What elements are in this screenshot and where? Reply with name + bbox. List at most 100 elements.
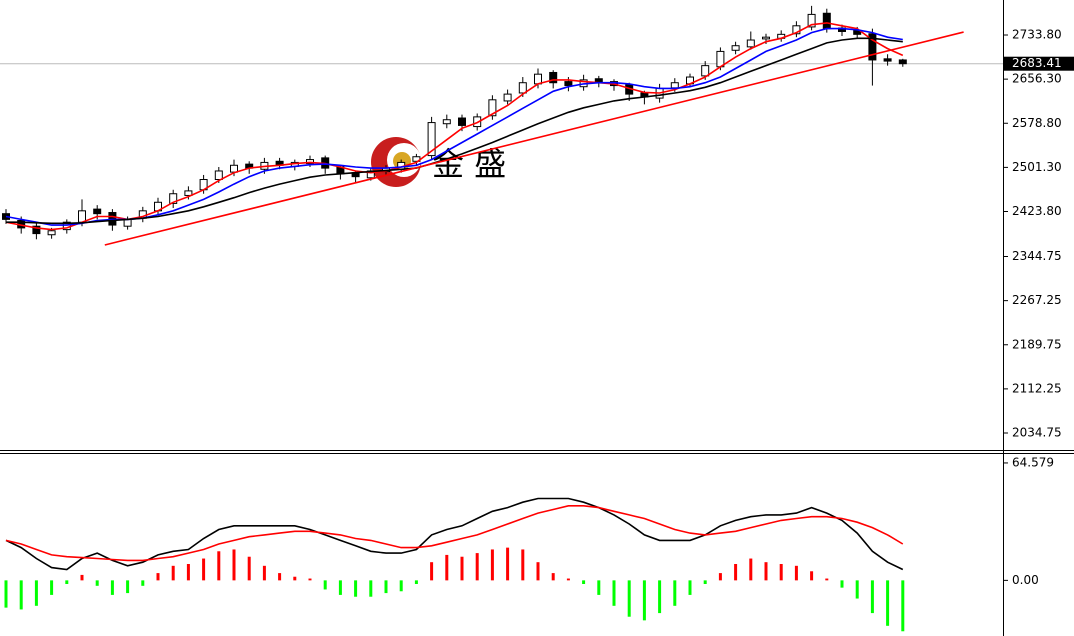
histogram-bar — [551, 573, 555, 581]
histogram-bar — [506, 547, 510, 581]
histogram-bar — [886, 580, 890, 626]
histogram-bar — [338, 580, 342, 595]
histogram-bar — [840, 580, 844, 588]
histogram-bar — [95, 580, 99, 586]
histogram-bar — [202, 558, 206, 581]
histogram-bar — [521, 549, 525, 581]
histogram-bar — [703, 580, 707, 584]
candle-body — [898, 59, 907, 65]
candle-body — [47, 230, 56, 236]
histogram-bar — [217, 551, 221, 581]
histogram-bar — [323, 580, 327, 590]
histogram-bar — [718, 573, 722, 581]
candle-body — [169, 193, 178, 204]
candle-body — [670, 82, 679, 89]
histogram-bar — [399, 580, 403, 592]
y-tick-label: 2578.80 — [1012, 116, 1062, 130]
histogram-bar — [734, 564, 738, 581]
histogram-bar — [34, 580, 38, 606]
candle-body — [564, 81, 573, 87]
histogram-bar — [414, 580, 418, 584]
histogram-bar — [110, 580, 114, 595]
y-tick-label: 2112.25 — [1012, 381, 1062, 395]
candle-body — [549, 71, 558, 84]
y-tick-label: 2733.80 — [1012, 28, 1062, 42]
y-tick-label: 2423.80 — [1012, 204, 1062, 218]
histogram-bar — [475, 553, 479, 581]
y-tick-label: 2034.75 — [1012, 426, 1062, 440]
histogram-bar — [262, 565, 266, 581]
current-price-label: 2683.41 — [1012, 56, 1062, 70]
histogram-bar — [4, 580, 8, 608]
current-price-box — [1004, 56, 1074, 71]
y-tick-label: 2344.75 — [1012, 249, 1062, 263]
candle-body — [883, 58, 892, 62]
candle-body — [701, 65, 710, 77]
candle-body — [518, 82, 527, 94]
candle-body — [306, 159, 314, 165]
histogram-bar — [171, 565, 175, 581]
histogram-bar — [855, 580, 859, 599]
y-tick-label: 2267.25 — [1012, 293, 1062, 307]
histogram-bar — [156, 573, 160, 581]
candle-body — [731, 45, 740, 51]
candle-body — [123, 218, 132, 227]
histogram-bar — [430, 562, 434, 581]
trendline — [104, 31, 964, 246]
candle-body — [214, 170, 223, 181]
histogram-bar — [779, 564, 783, 581]
histogram-bar — [764, 562, 768, 581]
histogram-bar — [642, 580, 646, 621]
histogram-bar — [460, 556, 464, 581]
candle-body — [807, 13, 816, 28]
histogram-bar — [293, 576, 297, 581]
candle-body — [534, 73, 542, 85]
candle-body — [427, 122, 436, 157]
histogram-bar — [612, 580, 616, 606]
histogram-bar — [749, 558, 753, 581]
candle-body — [792, 25, 801, 35]
histogram-bar — [658, 580, 662, 614]
histogram-bar — [688, 580, 692, 595]
histogram-bar — [490, 549, 494, 581]
histogram-bar — [566, 578, 570, 581]
candle-body — [746, 39, 755, 48]
histogram-bar — [278, 573, 282, 581]
histogram-bar — [80, 574, 84, 581]
y-tick-label: 2501.30 — [1012, 160, 1062, 174]
histogram-bar — [582, 580, 586, 584]
histogram-bar — [65, 580, 69, 584]
histogram-bar — [810, 571, 814, 581]
histogram-bar — [50, 580, 54, 595]
candle-body — [503, 93, 512, 102]
histogram-bar — [536, 562, 540, 581]
histogram-bar — [141, 580, 145, 586]
histogram-bar — [354, 580, 358, 597]
histogram-bar — [870, 580, 874, 614]
histogram-bar — [369, 580, 373, 597]
histogram-bar — [384, 580, 388, 594]
macd-line — [5, 497, 904, 571]
histogram-bar — [247, 556, 251, 581]
histogram-bar — [901, 580, 905, 632]
moving-average — [6, 37, 903, 225]
candle-body — [442, 119, 451, 125]
histogram-bar — [825, 578, 829, 581]
y-tick-label: 2189.75 — [1012, 337, 1062, 351]
histogram-bar — [126, 580, 130, 594]
candle-body — [32, 225, 41, 235]
y-tick-label: 2656.30 — [1012, 72, 1062, 86]
moving-average — [5, 27, 903, 226]
candle-body — [93, 208, 102, 215]
histogram-bar — [232, 549, 236, 581]
histogram-bar — [19, 580, 23, 610]
histogram-bar — [597, 580, 601, 595]
candle-body — [458, 117, 466, 126]
candle-body — [184, 190, 193, 196]
histogram-bar — [186, 564, 190, 581]
histogram-bar — [794, 565, 798, 581]
histogram-bar — [445, 554, 449, 581]
y-tick-label: 64.579 — [1012, 455, 1054, 469]
